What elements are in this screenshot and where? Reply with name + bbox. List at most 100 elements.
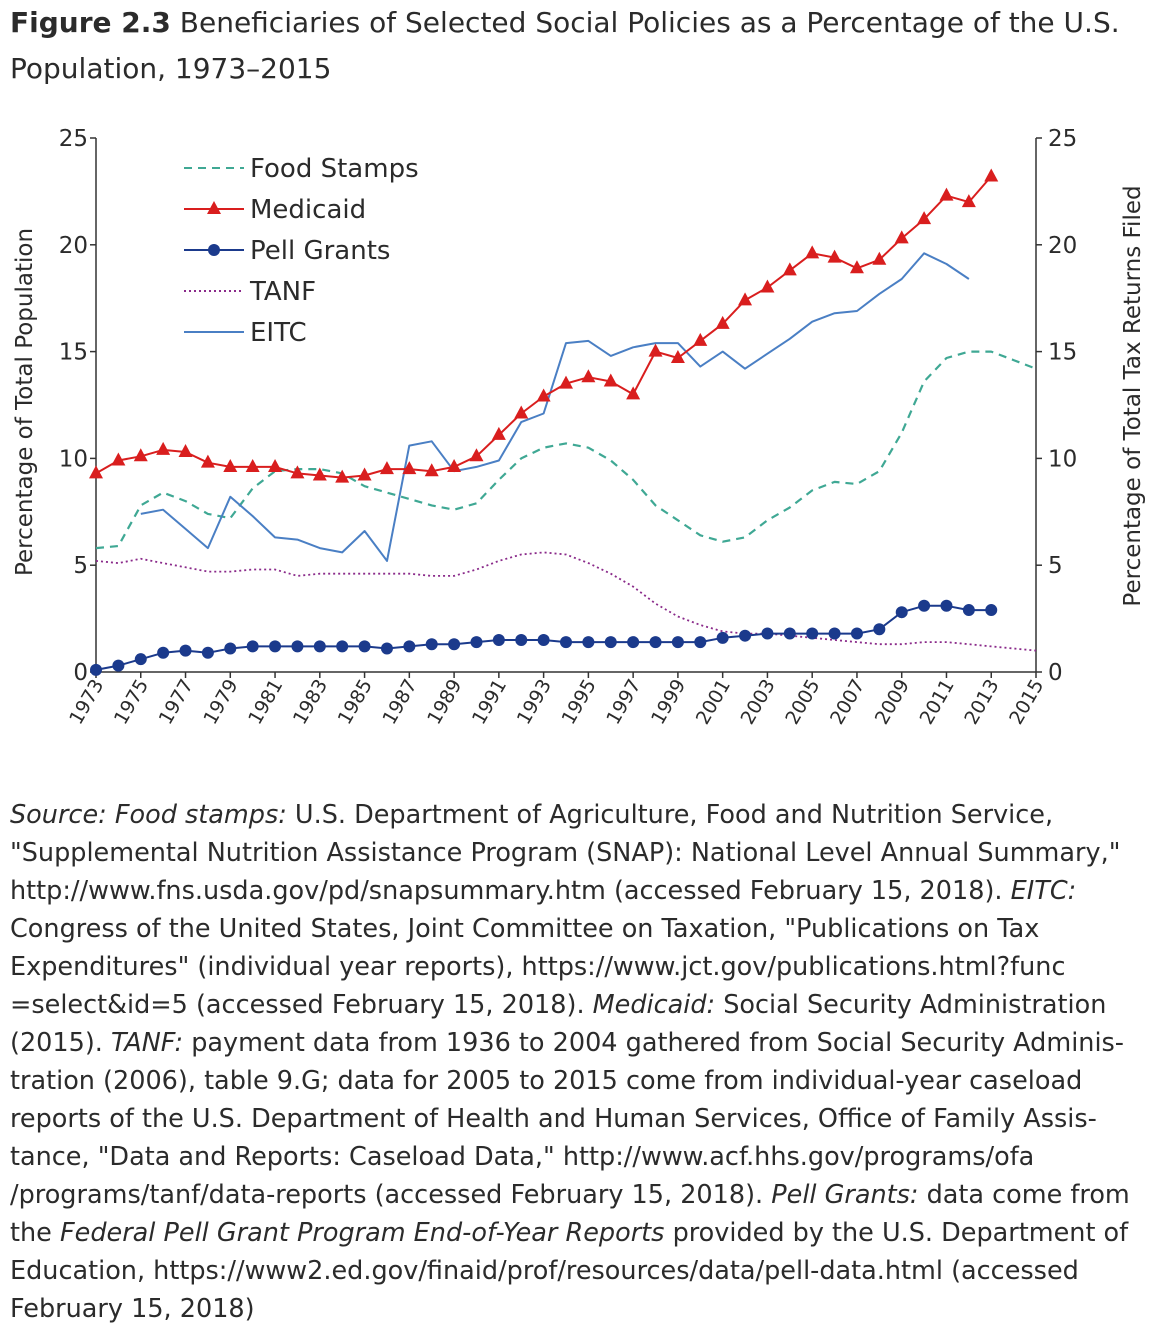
pell-grants-point <box>560 636 572 649</box>
pell-grants-point <box>537 633 550 646</box>
pell-grants-point <box>470 636 483 649</box>
figure-title-line1: Beneficiaries of Selected Social Policie… <box>179 6 1120 39</box>
medicaid-point <box>894 230 909 244</box>
x-tick-label: 1977 <box>155 676 198 729</box>
medicaid-point <box>581 369 596 383</box>
x-tick-label: 2007 <box>826 676 869 729</box>
source-pell-label: Pell Grants: <box>771 1180 919 1210</box>
pell-grants-point <box>448 638 461 651</box>
medicaid-point <box>984 168 999 182</box>
pell-grants-point <box>806 627 819 640</box>
pell-grants-point <box>716 631 729 644</box>
medicaid-point <box>939 187 954 201</box>
pell-grants-point <box>627 636 640 649</box>
pell-grants-point <box>90 663 102 676</box>
medicaid-point <box>917 211 932 225</box>
x-tick-label: 1995 <box>557 676 600 729</box>
x-tick-label: 1981 <box>244 676 287 729</box>
legend-label-eitc: EITC <box>250 318 307 348</box>
medicaid-point <box>335 469 350 483</box>
pell-grants-point <box>873 623 886 636</box>
y-tick-label-left: 0 <box>73 660 88 686</box>
pell-grants-point <box>157 646 170 659</box>
legend-label-medicaid: Medicaid <box>250 195 366 225</box>
medicaid-point <box>670 350 685 364</box>
y-tick-label-right: 20 <box>1048 233 1077 259</box>
pell-grants-point <box>671 636 684 649</box>
pell-grants-point <box>179 644 192 657</box>
legend-label-tanf: TANF <box>249 277 316 307</box>
medicaid-point <box>133 448 148 462</box>
medicaid-point <box>245 458 260 472</box>
x-tick-label: 1987 <box>378 676 421 729</box>
x-tick-label: 2011 <box>916 676 959 729</box>
legend-label-pell-grants: Pell Grants <box>250 236 390 266</box>
pell-grants-point <box>358 640 371 653</box>
pell-grants-point <box>492 633 505 646</box>
x-tick-label: 2005 <box>781 676 824 729</box>
x-tick-label: 2013 <box>960 676 1003 729</box>
pell-grants-point <box>291 640 304 653</box>
source-food-stamps-text: U.S. Department of Agriculture, Food and… <box>10 800 1121 906</box>
medicaid-point <box>178 443 193 457</box>
figure-title: Figure 2.3 Beneficiaries of Selected Soc… <box>10 0 1160 92</box>
x-tick-label: 1973 <box>65 676 108 729</box>
pell-grants-point <box>515 633 528 646</box>
medicaid-point <box>626 386 641 400</box>
source-tanf-text: payment data from 1936 to 2004 gathered … <box>10 1028 1125 1210</box>
medicaid-point <box>849 260 864 274</box>
y-tick-label-right: 25 <box>1048 126 1077 152</box>
x-tick-label: 2001 <box>692 676 735 729</box>
x-tick-label: 1991 <box>468 676 511 729</box>
pell-grants-point <box>940 599 953 612</box>
source-eitc-label: EITC: <box>1010 876 1077 906</box>
figure-title-line2: Population, 1973–2015 <box>10 52 332 85</box>
y-tick-label-left: 10 <box>59 446 88 472</box>
source-pell-text: data come from the <box>10 1180 1130 1248</box>
pell-grants-point <box>918 599 931 612</box>
pell-grants-point <box>783 627 796 640</box>
source-tanf-label: TANF: <box>111 1028 184 1058</box>
source-label: Source: <box>10 800 107 830</box>
pell-grants-point <box>604 636 617 649</box>
medicaid-point <box>357 467 372 481</box>
chart-series <box>89 168 1037 676</box>
x-tick-label: 2015 <box>1005 676 1048 729</box>
medicaid-point <box>290 465 305 479</box>
pell-grants-point <box>962 604 975 617</box>
medicaid-point <box>402 461 417 475</box>
medicaid-point <box>648 343 663 357</box>
source-eitc-text: Congress of the United States, Joint Com… <box>10 914 1066 1020</box>
medicaid-point <box>223 458 238 472</box>
medicaid-point <box>872 251 887 265</box>
medicaid-point <box>268 458 283 472</box>
x-tick-label: 1993 <box>513 676 556 729</box>
medicaid-point <box>536 388 551 402</box>
source-pell-report: Federal Pell Grant Program End-of-Year R… <box>59 1218 665 1248</box>
medicaid-point <box>111 452 126 466</box>
x-tick-label: 1997 <box>602 676 645 729</box>
x-tick-label: 1983 <box>289 676 332 729</box>
pell-grants-point <box>201 646 214 659</box>
x-tick-label: 2003 <box>737 676 780 729</box>
y-tick-label-left: 25 <box>59 126 88 152</box>
medicaid-point <box>738 292 753 306</box>
x-tick-label: 1985 <box>334 676 377 729</box>
pell-grants-point <box>112 659 125 672</box>
pell-grants-point <box>895 606 908 619</box>
y-axis-label-right: Percentage of Total Tax Returns Filed <box>1120 185 1146 606</box>
medicaid-point <box>312 467 327 481</box>
source-food-stamps-label: Food stamps: <box>114 800 287 830</box>
medicaid-point <box>379 461 394 475</box>
source-pell-text2: provided by the U.S. Department of Educa… <box>10 1218 1129 1324</box>
x-tick-label: 1989 <box>423 676 466 729</box>
medicaid-point <box>603 373 618 387</box>
medicaid-point <box>200 454 215 468</box>
pell-grants-point <box>403 640 416 653</box>
pell-grants-point <box>850 627 863 640</box>
y-tick-label-right: 10 <box>1048 446 1077 472</box>
medicaid-point <box>447 458 462 472</box>
medicaid-point <box>961 194 976 208</box>
medicaid-point <box>514 405 529 419</box>
medicaid-point <box>559 375 573 389</box>
